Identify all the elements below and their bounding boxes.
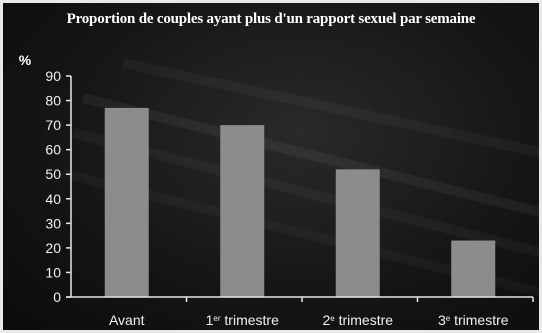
background-streak [121,58,539,158]
y-tick-label: 80 [45,93,61,109]
bar [335,169,380,297]
y-tick-label: 0 [53,289,61,305]
bar [220,125,265,297]
y-tick-label: 20 [45,240,61,256]
y-tick-label: 60 [45,142,61,158]
y-tick-label: 30 [45,215,61,231]
y-tick-label: 10 [45,264,61,280]
x-category-label: 3e trimestre [438,312,509,328]
chart-frame: Proportion de couples ayant plus d'un ra… [3,3,539,330]
y-tick-label: 70 [45,117,61,133]
x-category-label: 1er trimestre [206,312,279,328]
bar [104,107,149,297]
y-tick-label: 90 [45,68,61,84]
background-streak [81,93,539,218]
chart-title: Proportion de couples ayant plus d'un ra… [66,11,476,27]
bar [451,240,496,297]
y-tick-label: 40 [45,191,61,207]
bar-chart: 0 10 20 30 40 50 60 70 80 90% Avant 1er trimestre 2e… [19,52,539,328]
x-category-label: 2e trimestre [322,312,393,328]
background-streak [71,128,539,258]
y-tick-label: 50 [45,166,61,182]
y-axis-unit-label: % [19,52,32,68]
x-category-label: Avant [109,312,145,328]
